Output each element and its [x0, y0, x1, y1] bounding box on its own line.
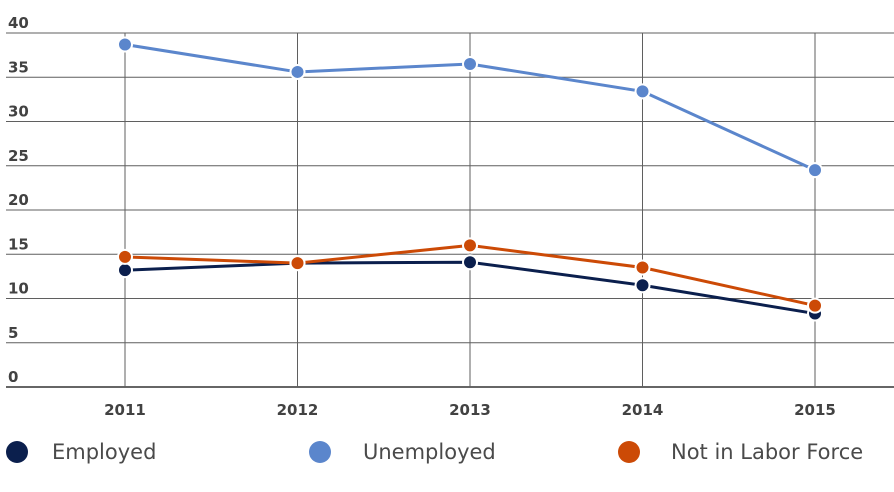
data-point-unemployed-2015[interactable]	[807, 162, 823, 179]
data-point-employed-2014[interactable]	[634, 277, 651, 294]
data-point-employed-2013[interactable]	[462, 254, 478, 271]
data-point-unemployed-2012[interactable]	[289, 63, 306, 80]
series-points	[117, 36, 823, 322]
gridlines	[6, 32, 894, 388]
y-tick-label-40: 40	[8, 14, 29, 32]
data-point-not-in-labor-force-2013[interactable]	[462, 237, 478, 254]
legend-item-not-in-labor-force[interactable]: Not in Labor Force	[618, 436, 863, 468]
data-point-not-in-labor-force-2012[interactable]	[289, 255, 306, 272]
data-point-not-in-labor-force-2011[interactable]	[117, 248, 133, 265]
data-point-employed-2011[interactable]	[117, 262, 133, 279]
x-tick-label-2012: 2012	[277, 401, 319, 419]
legend-swatch-employed	[6, 441, 28, 463]
line-chart: 0 5 10 15 20 25 30 35 40 2011 2012 2013 2014 2015	[6, 14, 894, 419]
legend-item-employed[interactable]: Employed	[6, 436, 156, 468]
legend-swatch-not-in-labor-force	[618, 441, 640, 463]
x-tick-label-2011: 2011	[104, 401, 146, 419]
legend-swatch-unemployed	[309, 441, 331, 463]
y-tick-label-30: 30	[8, 103, 29, 121]
x-tick-label-2014: 2014	[622, 401, 664, 419]
data-point-unemployed-2011[interactable]	[117, 36, 133, 53]
data-point-not-in-labor-force-2014[interactable]	[634, 259, 651, 276]
data-point-unemployed-2014[interactable]	[634, 83, 651, 100]
x-axis-ticks: 2011 2012 2013 2014 2015	[104, 401, 836, 419]
y-tick-label-35: 35	[8, 58, 29, 76]
chart-legend: Employed Unemployed Not in Labor Force	[0, 436, 894, 476]
y-tick-label-10: 10	[8, 280, 29, 298]
y-tick-label-25: 25	[8, 147, 29, 165]
y-axis-ticks: 0 5 10 15 20 25 30 35 40	[8, 14, 29, 386]
y-tick-label-0: 0	[8, 368, 18, 386]
legend-item-unemployed[interactable]: Unemployed	[309, 436, 496, 468]
legend-label-not-in-labor-force: Not in Labor Force	[671, 440, 864, 464]
legend-label-unemployed: Unemployed	[363, 440, 496, 464]
data-point-unemployed-2013[interactable]	[462, 55, 478, 72]
x-tick-label-2015: 2015	[794, 401, 836, 419]
chart-canvas: 0 5 10 15 20 25 30 35 40 2011 2012 2013 2014 2015	[6, 14, 894, 419]
legend-label-employed: Employed	[52, 440, 157, 464]
x-tick-label-2013: 2013	[449, 401, 491, 419]
data-point-not-in-labor-force-2015[interactable]	[807, 297, 823, 314]
y-tick-label-5: 5	[8, 324, 18, 342]
y-tick-label-15: 15	[8, 235, 29, 253]
y-tick-label-20: 20	[8, 191, 29, 209]
